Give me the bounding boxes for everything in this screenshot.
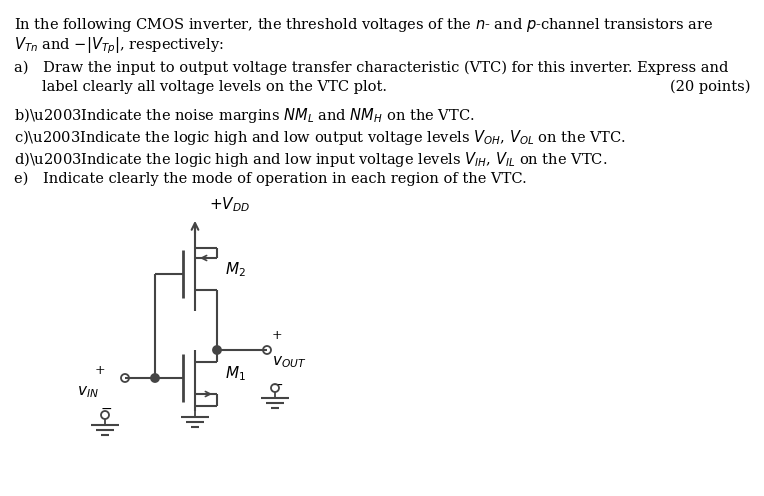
Text: In the following CMOS inverter, the threshold voltages of the $n$- and $p$-chann: In the following CMOS inverter, the thre…	[14, 16, 714, 34]
Circle shape	[151, 374, 159, 382]
Text: $+V_{DD}$: $+V_{DD}$	[209, 195, 250, 214]
Text: +: +	[272, 329, 283, 342]
Text: +: +	[95, 364, 105, 377]
Text: −: −	[272, 378, 283, 392]
Text: label clearly all voltage levels on the VTC plot.: label clearly all voltage levels on the …	[42, 80, 387, 94]
Text: a) Draw the input to output voltage transfer characteristic (VTC) for this inver: a) Draw the input to output voltage tran…	[14, 61, 728, 75]
Text: b)\u2003Indicate the noise margins $NM_L$ and $NM_H$ on the VTC.: b)\u2003Indicate the noise margins $NM_L…	[14, 106, 474, 125]
Circle shape	[213, 346, 221, 354]
Text: $V_{Tn}$ and $-|V_{Tp}|$, respectively:: $V_{Tn}$ and $-|V_{Tp}|$, respectively:	[14, 35, 224, 56]
Text: −: −	[101, 402, 112, 416]
Text: $v_{IN}$: $v_{IN}$	[77, 384, 99, 400]
Text: (20 points): (20 points)	[669, 80, 750, 94]
Text: e) Indicate clearly the mode of operation in each region of the VTC.: e) Indicate clearly the mode of operatio…	[14, 172, 526, 186]
Text: d)\u2003Indicate the logic high and low input voltage levels $V_{IH}$, $V_{IL}$ : d)\u2003Indicate the logic high and low …	[14, 150, 607, 169]
Text: c)\u2003Indicate the logic high and low output voltage levels $V_{OH}$, $V_{OL}$: c)\u2003Indicate the logic high and low …	[14, 128, 626, 147]
Text: $v_{OUT}$: $v_{OUT}$	[272, 354, 306, 370]
Text: $M_1$: $M_1$	[225, 364, 246, 383]
Text: $M_2$: $M_2$	[225, 260, 246, 279]
